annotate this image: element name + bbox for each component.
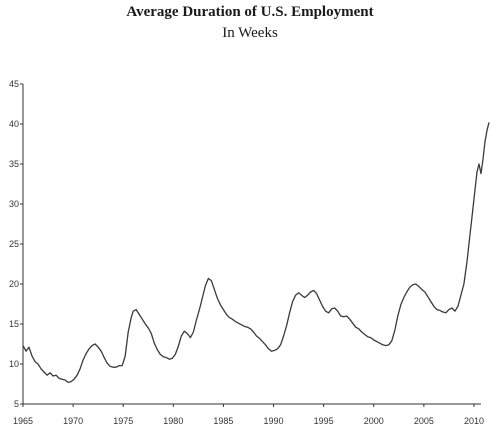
x-tick-label: 2005 <box>414 416 434 426</box>
y-tick-label: 25 <box>9 239 19 249</box>
x-tick-label: 1990 <box>264 416 284 426</box>
chart-series <box>22 122 490 384</box>
y-tick-label: 40 <box>9 119 19 129</box>
series-line <box>22 122 490 384</box>
x-tick-label: 1970 <box>63 416 83 426</box>
y-tick-label: 30 <box>9 199 19 209</box>
y-tick-label: 10 <box>9 359 19 369</box>
x-tick-label: 1975 <box>113 416 133 426</box>
chart-title: Average Duration of U.S. Employment <box>126 4 374 20</box>
x-tick-label: 1985 <box>213 416 233 426</box>
x-tick-label: 2010 <box>464 416 484 426</box>
chart-subtitle: In Weeks <box>222 25 278 41</box>
x-tick-label: 1980 <box>163 416 183 426</box>
x-tick-label: 2000 <box>364 416 384 426</box>
chart-ticks: 5 10 15 20 25 30 35 40 45 1965 1970 1975 1980 1985 199… <box>9 79 484 426</box>
y-tick-label: 5 <box>14 399 19 409</box>
y-tick-label: 15 <box>9 319 19 329</box>
y-tick-label: 45 <box>9 79 19 89</box>
x-tick-label: 1995 <box>314 416 334 426</box>
y-tick-label: 35 <box>9 159 19 169</box>
y-tick-label: 20 <box>9 279 19 289</box>
chart-axes <box>22 84 481 405</box>
x-tick-label: 1965 <box>13 416 33 426</box>
